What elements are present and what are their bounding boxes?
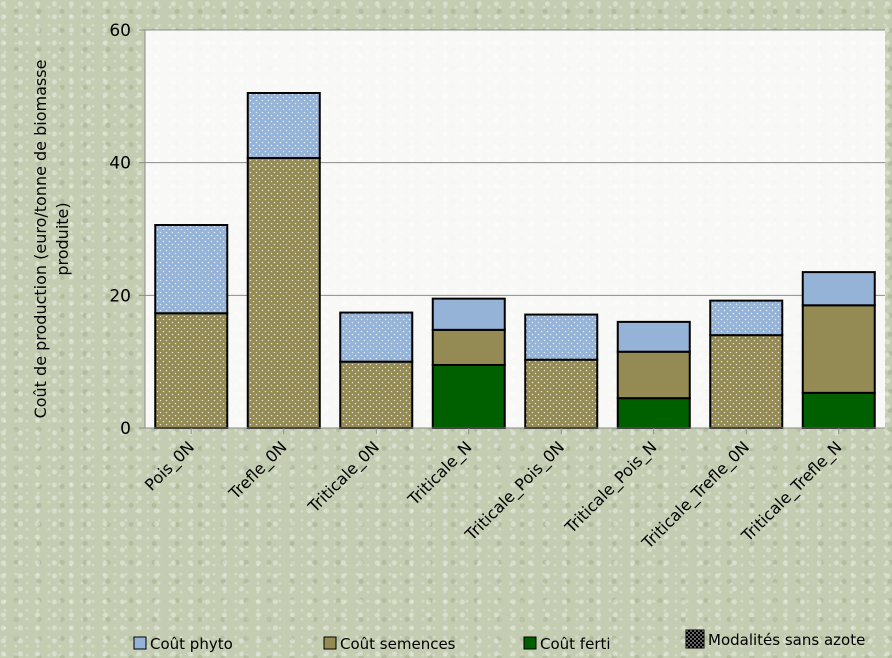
axes: [144, 30, 885, 434]
legend-swatch: [685, 629, 705, 649]
bars: [154, 92, 876, 430]
bar-segment: [616, 350, 691, 400]
x-category-label: Triticale_Pois_N: [560, 437, 661, 538]
bar-dot-overlay: [341, 313, 412, 361]
bar-segment: [431, 297, 506, 331]
y-axis-title: Coût de production (euro/tonne de biomas…: [31, 60, 72, 419]
bar-segment: [616, 320, 691, 353]
plot-area: 0 20 40 60 Pois_0N Trefle_0N Triticale_0N Trit…: [109, 21, 885, 554]
x-category-label: Triticale_Trefle_N: [737, 437, 846, 546]
legend-label: Coût semences: [340, 635, 456, 653]
x-category-label: Pois_0N: [141, 437, 199, 495]
bar-dot-overlay: [248, 159, 319, 428]
bar-segment: [616, 397, 691, 429]
legend-label: Coût ferti: [540, 635, 611, 653]
bar-segment: [431, 363, 506, 430]
bar-dot-overlay: [156, 314, 227, 427]
legend: Coût phyto Coût semences Coût ferti Modalit…: [133, 629, 865, 653]
y-axis-title-line: produite): [53, 202, 72, 275]
y-axis-ticks: 0 20 40 60: [109, 21, 145, 439]
legend-label: Modalités sans azote: [708, 631, 865, 649]
bar-dot-overlay: [526, 360, 597, 427]
bar-dot-overlay: [341, 362, 412, 427]
y-tick-label: 0: [120, 419, 131, 439]
legend-swatch: [323, 636, 337, 650]
y-tick-label: 60: [109, 21, 131, 41]
x-category-label: Triticale_Pois_0N: [461, 437, 569, 545]
x-category-label: Trefle_0N: [224, 437, 291, 504]
bar-dot-overlay: [711, 336, 782, 427]
y-tick-label: 40: [109, 154, 131, 174]
bar-dot-overlay: [526, 315, 597, 359]
bar-segment: [431, 328, 506, 366]
legend-swatch: [133, 636, 147, 650]
bar-dot-overlay: [156, 226, 227, 313]
bar-dot-overlay: [711, 301, 782, 335]
x-axis-labels: Pois_0N Trefle_0N Triticale_0N Triticale_NT…: [141, 437, 846, 553]
x-category-label: Triticale_N: [403, 437, 476, 510]
bar-dot-overlay: [248, 94, 319, 158]
y-tick-label: 20: [109, 286, 131, 306]
bar-segment: [801, 271, 876, 307]
y-axis-title-line: Coût de production (euro/tonne de biomas…: [31, 60, 50, 419]
x-category-label: Triticale_0N: [304, 437, 384, 517]
bar-segment: [801, 391, 876, 429]
legend-label: Coût phyto: [150, 635, 233, 653]
legend-swatch: [523, 636, 537, 650]
bar-segment: [801, 304, 876, 394]
